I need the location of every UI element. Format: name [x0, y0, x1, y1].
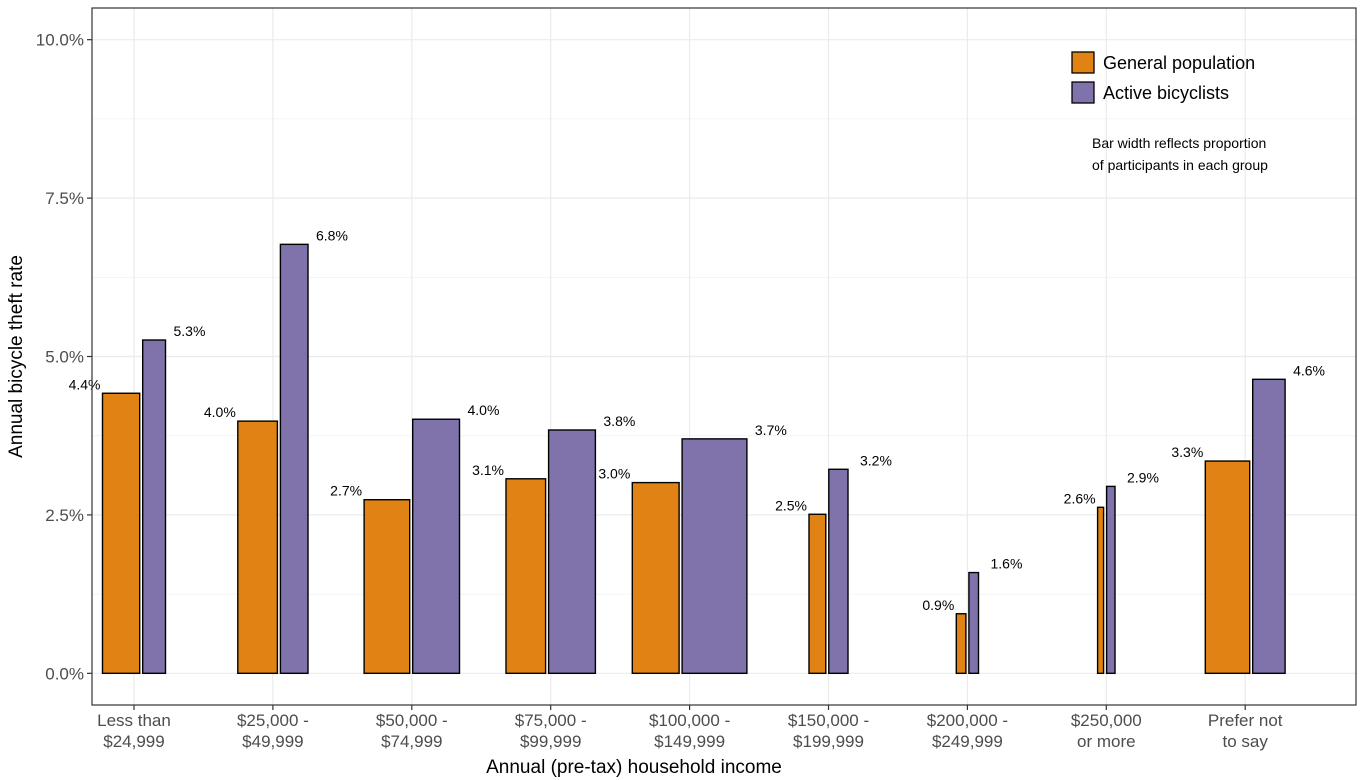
x-tick-label-line: $100,000 -	[649, 711, 730, 730]
bar-general-population[interactable]	[955, 613, 967, 675]
data-label-general-population: 2.7%	[330, 483, 362, 499]
x-tick-label-line: $250,000	[1071, 711, 1142, 730]
x-tick-label-line: $75,000 -	[515, 711, 587, 730]
x-tick-label-line: $50,000 -	[376, 711, 448, 730]
bar-general-population[interactable]	[1096, 506, 1105, 675]
y-tick-label: 0.0%	[45, 664, 84, 683]
y-axis: 0.0% 2.5% 5.0% 7.5% 10.0%	[36, 31, 92, 683]
bar-active-bicyclists[interactable]	[141, 339, 167, 675]
x-tick-label: $100,000 - $149,999	[649, 711, 730, 751]
bar-active-bicyclists[interactable]	[681, 438, 748, 675]
x-tick-label: Prefer not to say	[1208, 711, 1283, 751]
data-label-active-bicyclists: 3.7%	[755, 422, 787, 438]
legend-label: Active bicyclists	[1103, 83, 1229, 103]
x-tick-label-line: $150,000 -	[788, 711, 869, 730]
x-tick-label-line: Less than	[97, 711, 171, 730]
bar-general-population[interactable]	[808, 513, 827, 675]
x-tick-label-line: $149,999	[654, 732, 725, 751]
bar-general-population[interactable]	[505, 478, 547, 675]
data-label-active-bicyclists: 5.3%	[174, 323, 206, 339]
x-tick-label-line: $24,999	[103, 732, 164, 751]
y-tick-label: 5.0%	[45, 348, 84, 367]
x-tick-label: $75,000 - $99,999	[515, 711, 587, 751]
x-tick-label-line: or more	[1077, 732, 1136, 751]
x-tick-label-line: $99,999	[520, 732, 581, 751]
y-tick-label: 7.5%	[45, 189, 84, 208]
bar-active-bicyclists[interactable]	[968, 571, 980, 675]
data-label-general-population: 4.0%	[204, 404, 236, 420]
data-label-general-population: 3.1%	[472, 462, 504, 478]
bars	[101, 243, 1286, 675]
x-axis-title: Annual (pre-tax) household income	[486, 757, 782, 778]
data-label-general-population: 2.5%	[775, 497, 807, 513]
note-line: Bar width reflects proportion	[1092, 135, 1266, 151]
bar-general-population[interactable]	[1204, 460, 1251, 675]
x-axis: Less than $24,999 $25,000 - $49,999 $50,000 …	[97, 705, 1283, 751]
y-tick-label: 10.0%	[36, 31, 84, 50]
x-tick-label: $250,000 or more	[1071, 711, 1142, 751]
data-label-active-bicyclists: 2.9%	[1127, 469, 1159, 485]
data-label-general-population: 0.9%	[922, 597, 954, 613]
data-label-active-bicyclists: 3.2%	[860, 452, 892, 468]
data-labels: 4.4% 5.3% 4.0% 6.8% 2.7% 4.0% 3.1% 3.8% 3.0% 3.7%…	[69, 227, 1325, 612]
legend: General population Active bicyclists	[1071, 51, 1255, 104]
note-line: of participants in each group	[1092, 157, 1268, 173]
data-label-active-bicyclists: 3.8%	[603, 413, 635, 429]
data-label-active-bicyclists: 4.0%	[468, 402, 500, 418]
y-axis-title: Annual bicycle theft rate	[6, 255, 27, 458]
x-tick-label-line: $49,999	[242, 732, 303, 751]
data-label-general-population: 3.0%	[598, 466, 630, 482]
x-tick-label-line: to say	[1223, 732, 1269, 751]
x-tick-label: $150,000 - $199,999	[788, 711, 869, 751]
x-tick-label: $200,000 - $249,999	[927, 711, 1008, 751]
data-label-active-bicyclists: 4.6%	[1293, 362, 1325, 378]
data-label-active-bicyclists: 1.6%	[991, 556, 1023, 572]
bar-active-bicyclists[interactable]	[547, 429, 597, 675]
x-tick-label: $50,000 - $74,999	[376, 711, 448, 751]
bar-active-bicyclists[interactable]	[828, 468, 849, 675]
legend-key-general-population[interactable]	[1071, 51, 1095, 74]
legend-label: General population	[1103, 53, 1255, 73]
bar-general-population[interactable]	[237, 420, 279, 675]
data-label-general-population: 4.4%	[69, 376, 101, 392]
bar-general-population[interactable]	[631, 481, 680, 675]
x-tick-label-line: $249,999	[932, 732, 1003, 751]
bar-general-population[interactable]	[363, 499, 411, 675]
y-tick-label: 2.5%	[45, 506, 84, 525]
data-label-general-population: 3.3%	[1171, 444, 1203, 460]
bar-active-bicyclists[interactable]	[279, 243, 309, 675]
x-tick-label: Less than $24,999	[97, 711, 171, 751]
x-tick-label-line: Prefer not	[1208, 711, 1283, 730]
x-tick-label-line: $74,999	[381, 732, 442, 751]
x-tick-label-line: $25,000 -	[237, 711, 309, 730]
bar-active-bicyclists[interactable]	[412, 418, 461, 675]
chart-note: Bar width reflects proportion of particip…	[1092, 135, 1268, 173]
bar-active-bicyclists[interactable]	[1105, 485, 1116, 675]
x-tick-label-line: $199,999	[793, 732, 864, 751]
legend-key-active-bicyclists[interactable]	[1071, 81, 1095, 104]
bar-active-bicyclists[interactable]	[1251, 378, 1286, 675]
data-label-general-population: 2.6%	[1064, 490, 1096, 506]
x-tick-label-line: $200,000 -	[927, 711, 1008, 730]
x-tick-label: $25,000 - $49,999	[237, 711, 309, 751]
data-label-active-bicyclists: 6.8%	[316, 227, 348, 243]
bar-general-population[interactable]	[101, 392, 141, 675]
